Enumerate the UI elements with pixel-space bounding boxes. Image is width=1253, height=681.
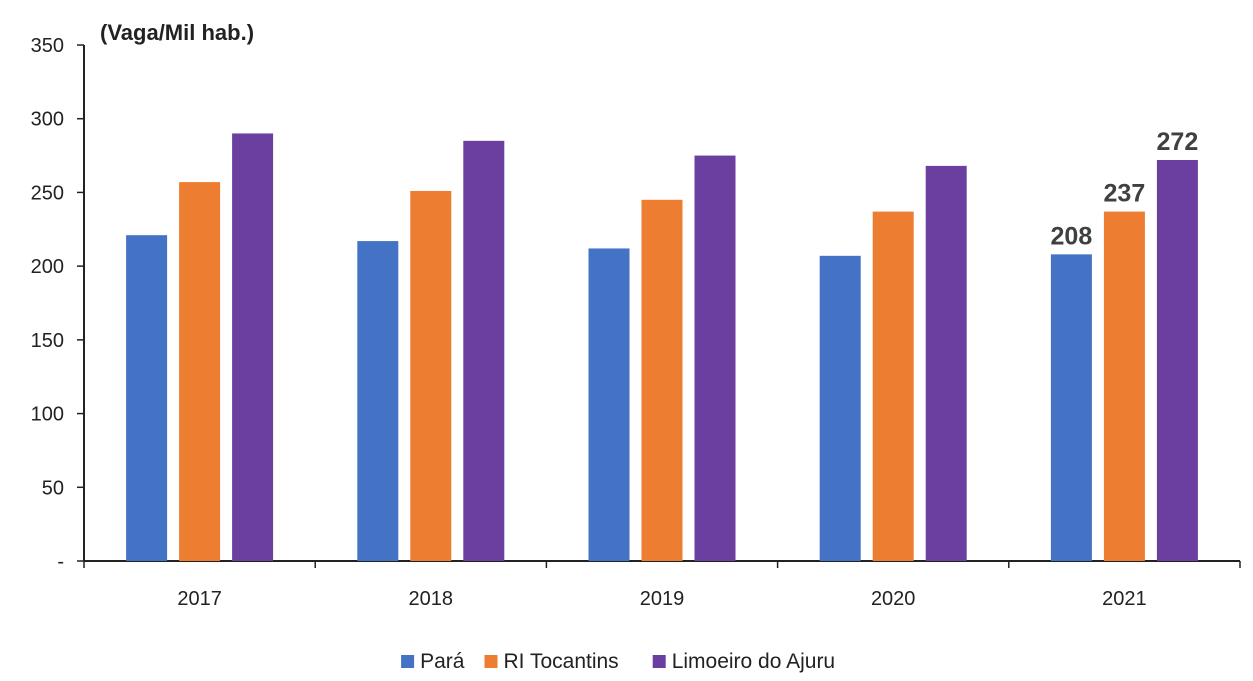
y-tick-label: 50	[42, 477, 64, 499]
bar	[1156, 159, 1198, 561]
data-labels: 208 237 272	[1051, 128, 1199, 250]
x-tick-label: 2020	[871, 588, 916, 610]
y-tick-label: 250	[31, 182, 64, 204]
bar	[463, 140, 505, 562]
y-tick-label: 300	[31, 109, 64, 131]
y-tick-label: 200	[31, 256, 64, 278]
legend-label: Pará	[420, 650, 465, 673]
legend: Pará RI Tocantins Limoeiro do Ajuru	[401, 650, 835, 673]
data-label: 272	[1157, 128, 1199, 156]
bar	[1103, 211, 1145, 561]
x-tick-label: 2017	[177, 588, 222, 610]
y-tick-label: 100	[31, 404, 64, 426]
bars	[126, 133, 1198, 562]
bar	[694, 155, 736, 562]
x-axis: 2017 2018 2019 2020 2021	[83, 560, 1241, 610]
y-axis: - 50 100 150 200 250 300 350	[31, 35, 85, 573]
bar	[588, 248, 630, 562]
bar	[410, 190, 452, 561]
y-tick-label: 350	[31, 35, 64, 57]
legend-swatch	[484, 655, 498, 668]
x-tick-label: 2021	[1102, 588, 1147, 610]
legend-swatch	[401, 655, 415, 668]
bar	[872, 211, 914, 561]
bar	[925, 165, 967, 562]
bar	[357, 241, 399, 561]
x-tick-label: 2018	[409, 588, 454, 610]
bar	[1050, 254, 1092, 561]
legend-label: RI Tocantins	[504, 650, 619, 673]
data-label: 208	[1051, 222, 1093, 250]
x-tick-label: 2019	[640, 588, 685, 610]
data-label: 237	[1104, 180, 1146, 208]
bar	[232, 133, 274, 561]
bar	[641, 199, 683, 562]
y-tick-label: 150	[31, 330, 64, 352]
legend-swatch	[652, 655, 666, 668]
bar	[126, 235, 168, 561]
bar	[819, 255, 861, 561]
y-tick-label: -	[57, 551, 64, 573]
bar	[179, 182, 221, 561]
unit-label: (Vaga/Mil hab.)	[100, 20, 254, 45]
legend-label: Limoeiro do Ajuru	[672, 650, 835, 673]
